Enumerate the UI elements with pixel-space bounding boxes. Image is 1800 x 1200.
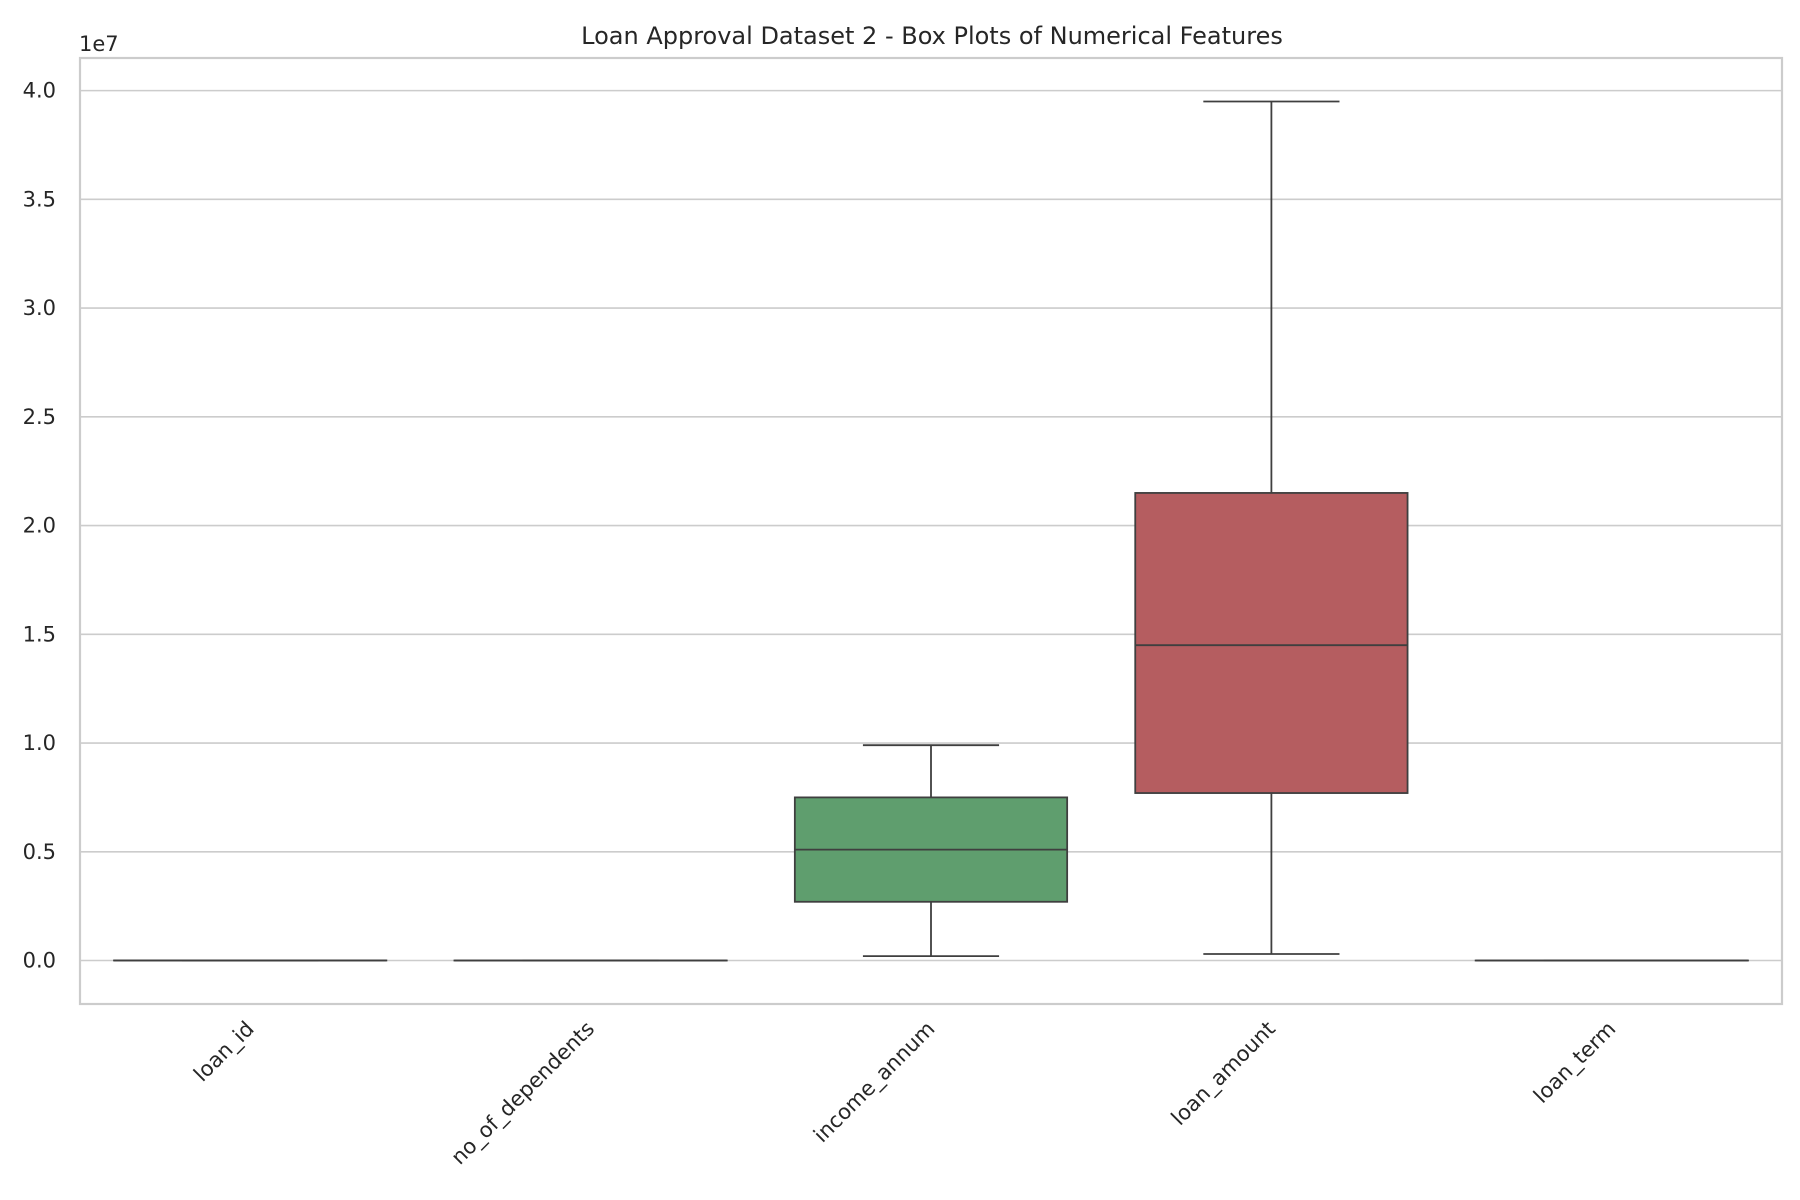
box-plot-loan-amount — [1134, 100, 1409, 955]
y-tick-label: 2.0 — [23, 514, 56, 538]
chart-title: Loan Approval Dataset 2 - Box Plots of N… — [581, 22, 1283, 50]
x-tick-label: loan_amount — [1167, 1017, 1281, 1131]
y-tick-label: 1.5 — [23, 622, 56, 646]
y-tick-label: 1.0 — [23, 731, 56, 755]
x-tick-label: loan_term — [1529, 1017, 1621, 1109]
y-tick-label: 3.0 — [23, 296, 56, 320]
iqr-box — [1134, 492, 1409, 794]
y-tick-label: 0.0 — [23, 949, 56, 973]
y-tick-label: 4.0 — [23, 79, 56, 103]
y-tick-label: 2.5 — [23, 405, 56, 429]
x-tick-labels: loan_id no_of_dependents income_annum loan_… — [189, 1017, 1621, 1170]
y-tick-label: 3.5 — [23, 187, 56, 211]
grid-lines — [80, 89, 1782, 962]
y-axis-offset-label: 1e7 — [79, 32, 119, 56]
y-tick-labels: 0.0 0.5 1.0 1.5 2.0 2.5 3.0 3.5 4.0 — [23, 79, 56, 973]
x-tick-label: no_of_dependents — [446, 1017, 599, 1170]
plot-frame — [78, 56, 1784, 1006]
x-tick-label: loan_id — [189, 1017, 259, 1087]
box-plot-income-annum — [793, 744, 1069, 958]
y-tick-label: 0.5 — [23, 840, 56, 864]
box-plots — [113, 100, 1749, 962]
x-tick-label: income_annum — [809, 1017, 940, 1148]
